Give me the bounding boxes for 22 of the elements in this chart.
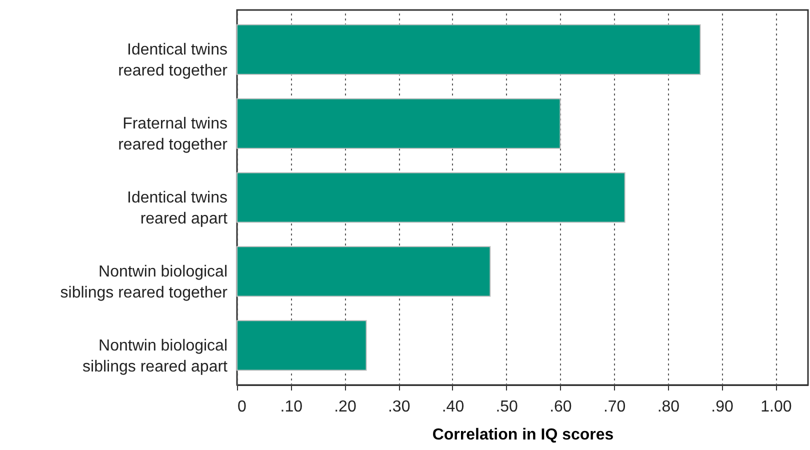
bar bbox=[236, 24, 701, 75]
bar bbox=[236, 98, 561, 149]
bar bbox=[236, 320, 367, 371]
x-tick-label: .80 bbox=[657, 398, 680, 416]
bar bbox=[236, 172, 626, 223]
x-tick-label: 0 bbox=[238, 398, 246, 416]
x-tick-label: .10 bbox=[280, 398, 303, 416]
x-axis-title: Correlation in IQ scores bbox=[432, 426, 614, 444]
x-tick-label: .40 bbox=[442, 398, 464, 416]
y-tick-label: Identical twins reared apart bbox=[127, 190, 228, 228]
x-tick-label: .20 bbox=[334, 398, 356, 416]
x-tick-label: .70 bbox=[603, 398, 626, 416]
x-tick-label: .30 bbox=[388, 398, 410, 416]
y-tick-label: Fraternal twins reared together bbox=[118, 116, 228, 154]
x-tick-label: .90 bbox=[711, 398, 734, 416]
y-tick-label: Identical twins reared together bbox=[118, 42, 228, 80]
x-tick-label: .50 bbox=[496, 398, 518, 416]
bar bbox=[236, 246, 491, 297]
y-tick-label: Nontwin biological siblings reared together bbox=[60, 263, 228, 302]
x-tick-label: .60 bbox=[550, 398, 572, 416]
x-tick-label: 1.00 bbox=[760, 398, 792, 416]
y-tick-label: Nontwin biological siblings reared apart bbox=[82, 337, 228, 376]
